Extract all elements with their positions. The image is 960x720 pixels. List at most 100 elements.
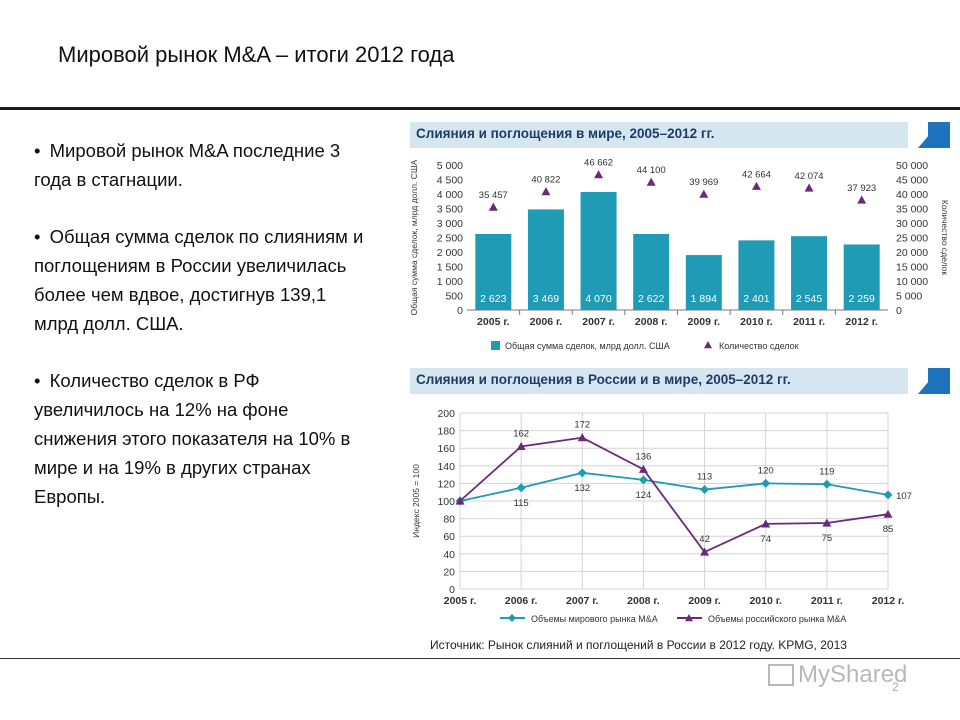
x-tick-label: 2005 г. bbox=[444, 595, 477, 607]
world-point-label: 113 bbox=[697, 472, 712, 483]
world-series-point bbox=[761, 478, 771, 488]
chart1-world-bar-chart: 0 500 1 000 1 500 2 000 2 500 3 000 3 500 4 000 4… bbox=[409, 158, 950, 351]
russia-series-point bbox=[577, 433, 587, 442]
y-axis-label: Индекс 2005 = 100 bbox=[411, 464, 421, 538]
deal-count-label: 39 969 bbox=[689, 177, 718, 188]
deal-count-label: 46 662 bbox=[584, 158, 613, 169]
x-tick-label: 2011 г. bbox=[811, 595, 843, 607]
russia-point-label: 172 bbox=[574, 420, 590, 431]
y-tick-label: 100 bbox=[437, 496, 455, 508]
y-tick-label: 5 000 bbox=[437, 160, 463, 172]
bar-value-label: 2 545 bbox=[796, 293, 822, 305]
y-tick-label: 200 bbox=[437, 408, 455, 420]
bar bbox=[475, 233, 512, 310]
bar bbox=[791, 236, 828, 310]
y-tick-label: 4 000 bbox=[437, 189, 463, 201]
bar bbox=[738, 240, 775, 310]
world-series-point bbox=[700, 485, 710, 495]
y2-tick-label: 10 000 bbox=[896, 276, 928, 288]
y-tick-label: 3 500 bbox=[437, 204, 463, 216]
deal-count-label: 37 923 bbox=[847, 183, 876, 194]
world-series-point bbox=[638, 475, 648, 485]
russia-series-point bbox=[638, 464, 648, 473]
x-tick-label: 2011 г. bbox=[793, 316, 825, 328]
russia-point-label: 74 bbox=[760, 534, 771, 545]
x-tick-label: 2010 г. bbox=[740, 316, 773, 328]
russia-series-point bbox=[516, 441, 526, 451]
bullet-dot: • bbox=[34, 226, 41, 247]
bar-value-label: 2 622 bbox=[638, 293, 664, 305]
bar bbox=[685, 255, 722, 310]
bar bbox=[580, 191, 617, 310]
legend-swatch-bar bbox=[491, 341, 500, 350]
bullet-dot: • bbox=[34, 140, 41, 161]
bar-value-label: 2 259 bbox=[849, 293, 875, 305]
y-tick-label: 80 bbox=[443, 514, 455, 526]
x-tick-label: 2009 г. bbox=[688, 316, 721, 328]
y-tick-label: 2 500 bbox=[437, 233, 463, 245]
watermark-logo-icon bbox=[768, 664, 794, 686]
x-tick-label: 2009 г. bbox=[688, 595, 721, 607]
y-axis-label: Общая сумма сделок, млрд долл. США bbox=[409, 159, 419, 315]
bar bbox=[633, 233, 670, 310]
bullet-item: • Общая сумма сделок по слияниям и погло… bbox=[34, 222, 364, 338]
deal-count-marker bbox=[488, 202, 498, 211]
bullet-list: • Мировой рынок M&A последние 3 года в с… bbox=[34, 136, 364, 539]
bar-value-label: 2 623 bbox=[480, 293, 506, 305]
russia-series-point bbox=[700, 547, 710, 556]
russia-series-point bbox=[883, 509, 893, 518]
deal-count-label: 40 822 bbox=[531, 175, 560, 186]
world-series-line bbox=[459, 471, 889, 502]
chart2-index-line-chart: 0 20 40 60 80 100 120 140 160 180 200 2005 г. 2006 г… bbox=[411, 408, 912, 624]
page-number: 2 bbox=[892, 680, 899, 694]
y-tick-label: 140 bbox=[437, 461, 455, 473]
chart2-header-accent-block bbox=[928, 368, 950, 394]
chart2-header-bar bbox=[410, 368, 908, 394]
y-tick-label: 500 bbox=[445, 291, 463, 303]
x-tick-label: 2007 г. bbox=[582, 316, 615, 328]
bullet-text: Общая сумма сделок по слияниям и поглоще… bbox=[34, 226, 364, 334]
bar-value-label: 4 070 bbox=[585, 293, 611, 305]
legend-label-world: Объемы мирового рынка M&A bbox=[531, 614, 658, 624]
bar-value-label: 2 401 bbox=[743, 293, 769, 305]
chart1-title: Слияния и поглощения в мире, 2005–2012 г… bbox=[416, 126, 715, 141]
y2-tick-label: 40 000 bbox=[896, 189, 928, 201]
y-tick-label: 60 bbox=[443, 531, 455, 543]
deal-count-label: 42 074 bbox=[795, 171, 824, 182]
y2-tick-label: 5 000 bbox=[896, 291, 922, 303]
bar bbox=[843, 244, 880, 310]
y2-tick-label: 30 000 bbox=[896, 218, 928, 230]
x-tick-label: 2010 г. bbox=[749, 595, 782, 607]
legend-label-bar: Общая сумма сделок, млрд долл. США bbox=[505, 341, 670, 351]
y2-tick-label: 45 000 bbox=[896, 175, 928, 187]
y-tick-label: 2 000 bbox=[437, 247, 463, 259]
y-tick-label: 160 bbox=[437, 443, 455, 455]
world-point-label: 119 bbox=[819, 466, 834, 477]
chart1-header: Слияния и поглощения в мире, 2005–2012 г… bbox=[410, 122, 950, 150]
y-tick-label: 0 bbox=[457, 305, 463, 317]
x-tick-label: 2005 г. bbox=[477, 316, 510, 328]
y-tick-label: 3 000 bbox=[437, 218, 463, 230]
russia-point-label: 42 bbox=[699, 534, 710, 545]
russia-point-label: 75 bbox=[822, 533, 833, 544]
y-tick-label: 1 000 bbox=[437, 276, 463, 288]
y2-tick-label: 15 000 bbox=[896, 262, 928, 274]
y-tick-label: 4 500 bbox=[437, 175, 463, 187]
legend-marker-russia bbox=[685, 614, 693, 622]
y2-tick-label: 0 bbox=[896, 305, 902, 317]
bar-value-label: 1 894 bbox=[691, 293, 717, 305]
deal-count-marker bbox=[541, 187, 551, 196]
y2-tick-label: 50 000 bbox=[896, 160, 928, 172]
world-point-label: 107 bbox=[896, 491, 912, 502]
watermark-text: MyShared bbox=[798, 661, 908, 688]
russia-point-label: 85 bbox=[883, 524, 894, 535]
world-point-label: 132 bbox=[574, 483, 590, 494]
bullet-text: Количество сделок в РФ увеличилось на 12… bbox=[34, 370, 351, 507]
watermark: MyShared bbox=[768, 661, 907, 689]
y2-tick-label: 25 000 bbox=[896, 233, 928, 245]
y2-tick-label: 35 000 bbox=[896, 204, 928, 216]
deal-count-label: 42 664 bbox=[742, 169, 771, 180]
x-tick-label: 2006 г. bbox=[505, 595, 538, 607]
world-point-label: 120 bbox=[758, 465, 774, 476]
y-tick-label: 180 bbox=[437, 426, 455, 438]
